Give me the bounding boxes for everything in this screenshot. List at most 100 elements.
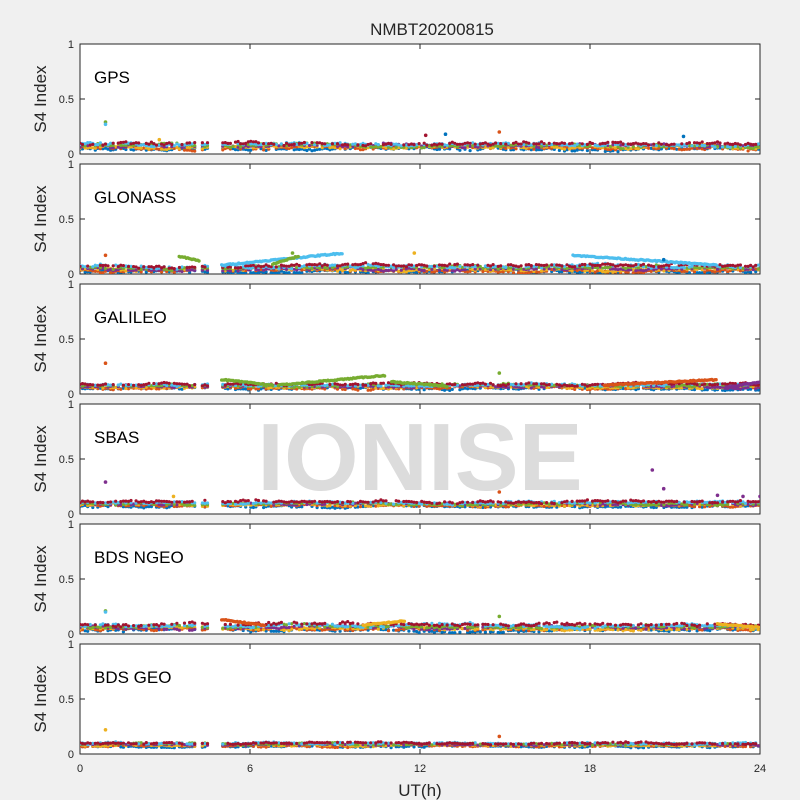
data-point xyxy=(568,147,572,151)
data-point xyxy=(142,265,146,269)
data-point xyxy=(631,264,635,268)
data-point xyxy=(583,269,587,273)
data-point xyxy=(233,145,238,149)
data-point xyxy=(621,147,625,151)
data-point xyxy=(659,267,664,271)
data-point xyxy=(555,263,559,267)
data-point xyxy=(437,142,442,146)
data-point xyxy=(249,148,253,152)
data-point xyxy=(226,265,230,269)
data-point xyxy=(397,146,401,150)
data-point xyxy=(588,262,592,266)
data-point xyxy=(88,383,92,387)
data-point xyxy=(188,141,192,145)
data-point xyxy=(486,382,490,387)
data-point xyxy=(721,264,725,268)
data-point xyxy=(532,147,536,151)
data-point xyxy=(386,268,391,273)
data-point xyxy=(738,143,743,147)
data-point xyxy=(228,141,232,145)
data-point xyxy=(527,263,531,267)
data-point xyxy=(557,145,562,150)
data-point xyxy=(101,386,105,390)
data-point xyxy=(652,506,656,510)
data-point xyxy=(743,386,748,390)
data-point xyxy=(244,264,248,268)
data-point xyxy=(583,262,587,267)
data-point xyxy=(537,142,541,146)
data-point xyxy=(282,143,286,148)
data-point xyxy=(700,140,704,144)
data-point xyxy=(300,268,304,272)
data-point xyxy=(731,263,735,267)
data-point xyxy=(162,147,166,151)
data-point xyxy=(570,269,574,273)
data-point xyxy=(376,264,380,268)
data-point xyxy=(83,144,87,148)
data-point xyxy=(754,142,758,146)
data-point xyxy=(333,504,337,508)
data-point xyxy=(680,386,684,390)
data-point xyxy=(647,146,651,150)
data-point xyxy=(172,270,176,274)
data-point xyxy=(527,386,531,390)
data-point xyxy=(134,383,138,387)
data-point xyxy=(425,143,429,147)
data-point xyxy=(103,122,108,127)
data-point xyxy=(539,144,544,148)
data-point xyxy=(529,386,533,390)
data-point xyxy=(448,144,452,148)
data-point xyxy=(180,146,184,150)
data-point xyxy=(723,268,727,272)
data-point xyxy=(338,270,342,274)
data-point xyxy=(422,268,426,273)
data-point xyxy=(356,505,360,509)
data-point xyxy=(412,251,417,255)
data-point xyxy=(662,142,666,146)
data-point xyxy=(636,142,641,146)
data-point xyxy=(379,145,383,149)
data-point xyxy=(621,142,625,146)
data-point xyxy=(631,145,635,149)
y-axis-label: S4 Index xyxy=(31,425,50,493)
data-point xyxy=(137,141,141,145)
data-point xyxy=(188,384,192,388)
data-point xyxy=(682,269,686,273)
data-point xyxy=(715,382,720,386)
data-point xyxy=(417,263,421,267)
data-point xyxy=(453,382,457,386)
data-point xyxy=(335,387,340,391)
data-point xyxy=(547,264,551,268)
data-point xyxy=(437,147,442,151)
data-point xyxy=(575,384,579,388)
data-point xyxy=(394,145,398,149)
data-point xyxy=(254,142,258,146)
data-point xyxy=(692,141,697,145)
data-point xyxy=(677,266,681,270)
data-point xyxy=(384,268,388,272)
data-point xyxy=(713,388,717,392)
data-point xyxy=(262,142,266,146)
data-point xyxy=(172,381,176,385)
data-point xyxy=(575,269,579,273)
data-point xyxy=(132,383,136,387)
data-point xyxy=(700,268,704,272)
data-point xyxy=(376,145,380,149)
data-point xyxy=(754,270,758,274)
data-point xyxy=(537,270,541,274)
data-point xyxy=(641,384,646,388)
data-point xyxy=(458,267,462,271)
data-point xyxy=(552,145,556,149)
data-point xyxy=(93,263,97,267)
data-point xyxy=(471,263,475,267)
data-point xyxy=(568,142,572,146)
data-point xyxy=(402,264,406,268)
data-point xyxy=(144,270,148,274)
data-point xyxy=(162,386,166,390)
data-point xyxy=(534,142,539,146)
data-point xyxy=(425,264,429,268)
data-point xyxy=(420,263,424,267)
data-points xyxy=(80,251,760,274)
data-point xyxy=(682,143,686,147)
y-tick-label: 1 xyxy=(68,39,74,51)
